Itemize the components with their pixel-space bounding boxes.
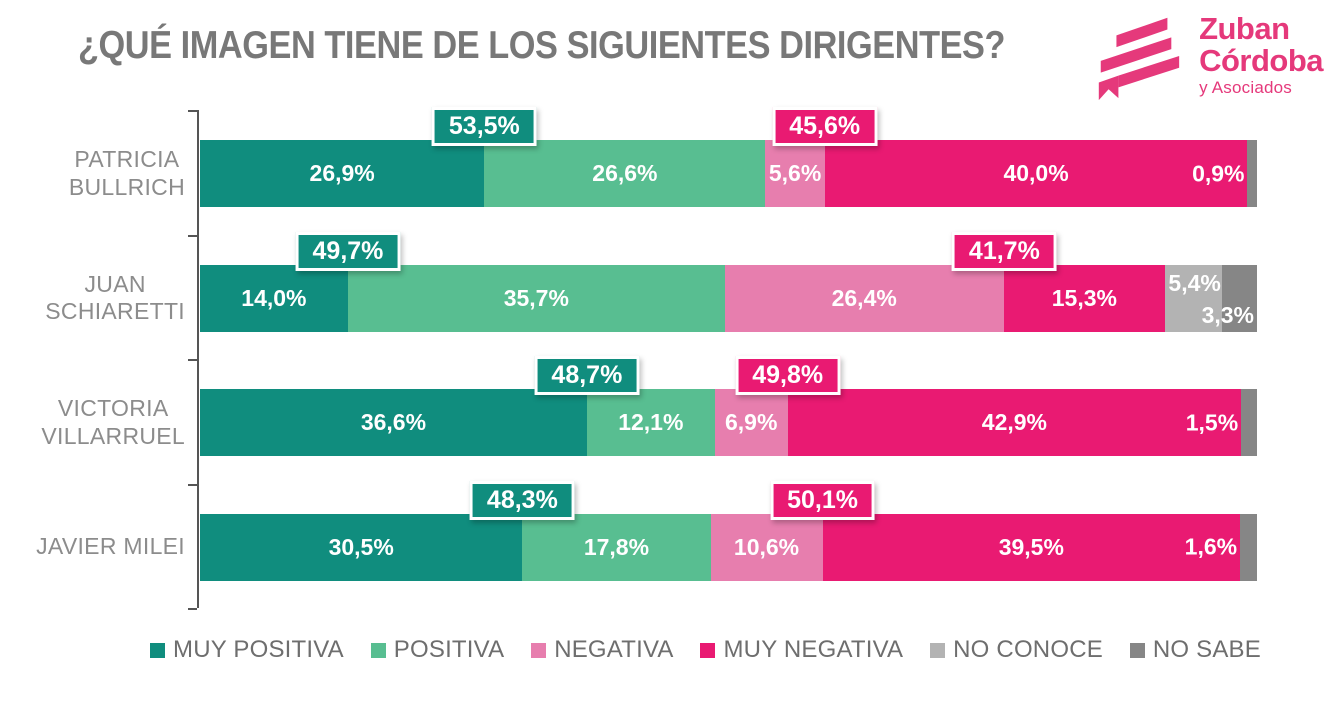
segment-muy-positiva: 26,9% [200, 140, 485, 207]
category-label-juan-schiaretti: JUAN SCHIARETTI [45, 270, 185, 324]
negative-sum-callout: 45,6% [772, 107, 878, 146]
negative-sum-callout: 49,8% [735, 356, 841, 395]
segment-negativa: 5,6% [765, 140, 825, 207]
segment-value-label: 17,8% [583, 533, 650, 560]
positive-sum-callout: 49,7% [295, 231, 401, 271]
zuban-cordoba-logo: Zuban Córdoba y Asociados [1087, 6, 1323, 104]
segment-value-label: 0,9% [1192, 160, 1245, 186]
legend-label: NO CONOCE [953, 636, 1103, 663]
segment-negativa: 26,4% [724, 264, 1004, 332]
negative-sum-callout: 50,1% [770, 480, 876, 520]
y-axis-line [197, 110, 199, 608]
legend-item-positiva: POSITIVA [370, 636, 505, 664]
axis-tick [188, 359, 197, 361]
category-label-victoria-villarruel: VICTORIA VILLARRUEL [41, 395, 185, 449]
legend-swatch-icon [150, 642, 165, 658]
segment-value-label: 6,9% [724, 409, 778, 435]
bar-row-victoria-villarruel: 36,6% 12,1% 6,9% 42,9% 1,5% [200, 389, 1257, 456]
axis-tick [188, 234, 197, 237]
segment-value-label: 36,6% [360, 409, 427, 435]
positive-sum-callout: 53,5% [431, 107, 537, 146]
segment-value-label: 5,4% [1168, 269, 1221, 296]
legend-label: NEGATIVA [554, 636, 674, 663]
legend-item-muy-positiva: MUY POSITIVA [150, 636, 344, 664]
logo-word-zuban: Zuban [1199, 11, 1290, 47]
axis-tick [188, 110, 197, 112]
segment-positiva: 35,7% [347, 264, 725, 332]
segment-value-label: 35,7% [503, 284, 569, 311]
segment-no-conoce [1165, 264, 1223, 332]
legend-item-muy-negativa: MUY NEGATIVA [700, 636, 903, 664]
logo-word-cordoba: Córdoba [1199, 42, 1323, 78]
segment-value-label: 40,0% [1003, 160, 1069, 186]
segment-no-sabe [1241, 389, 1257, 456]
segment-value-label: 3,3% [1201, 301, 1254, 328]
segment-muy-negativa: 39,5% [822, 513, 1241, 581]
legend-item-no-sabe: NO SABE [1129, 636, 1261, 664]
segment-muy-negativa: 15,3% [1003, 264, 1166, 332]
segment-muy-negativa: 42,9% [787, 389, 1242, 456]
segment-value-label: 42,9% [981, 409, 1047, 435]
axis-tick [188, 608, 197, 610]
segment-no-sabe [1247, 140, 1257, 207]
legend-label: MUY NEGATIVA [723, 636, 904, 663]
logo-word-asociados: y Asociados [1199, 78, 1292, 98]
chart-area: PATRICIA BULLRICH 26,9% 26,6% 5,6% 40,0% 0,9% 5… [0, 107, 1341, 610]
logo-text: Zuban Córdoba y Asociados [1199, 13, 1323, 97]
segment-muy-negativa: 40,0% [824, 140, 1248, 207]
bar-row-patricia-bullrich: 26,9% 26,6% 5,6% 40,0% 0,9% [200, 140, 1257, 207]
segment-value-label: 26,6% [592, 160, 658, 186]
segment-value-label: 15,3% [1051, 284, 1117, 311]
legend-label: POSITIVA [393, 636, 505, 663]
segment-positiva: 26,6% [484, 140, 766, 207]
segment-muy-positiva: 14,0% [200, 264, 348, 332]
logo-mark-icon [1098, 17, 1180, 101]
segment-value-label: 12,1% [618, 409, 684, 435]
category-label-patricia-bullrich: PATRICIA BULLRICH [68, 146, 185, 200]
segment-negativa: 6,9% [714, 389, 788, 456]
legend-swatch-icon [930, 642, 946, 658]
positive-sum-callout: 48,3% [469, 480, 575, 520]
bar-row-juan-schiaretti: 14,0% 35,7% 26,4% 15,3% 5,4% 3,3% [200, 264, 1257, 332]
segment-value-label: 26,4% [831, 284, 897, 311]
legend: MUY POSITIVA POSITIVA NEGATIVA MUY NEGATIVA… [150, 636, 1261, 664]
segment-value-label: 39,5% [998, 533, 1064, 560]
legend-label: NO SABE [1152, 636, 1261, 663]
segment-no-sabe [1222, 264, 1257, 332]
segment-value-label: 1,5% [1185, 409, 1239, 435]
segment-value-label: 1,6% [1184, 533, 1238, 560]
page-title: ¿QUÉ IMAGEN TIENE DE LOS SIGUIENTES DIRI… [78, 24, 1131, 68]
segment-no-sabe [1240, 513, 1257, 581]
category-label-javier-milei: JAVIER MILEI [36, 533, 185, 560]
legend-swatch-icon [531, 642, 547, 658]
axis-tick [188, 483, 197, 486]
segment-muy-positiva: 36,6% [200, 389, 587, 456]
segment-muy-positiva: 30,5% [200, 513, 523, 581]
legend-swatch-icon [370, 642, 386, 658]
segment-value-label: 5,6% [768, 160, 822, 186]
segment-value-label: 10,6% [733, 533, 800, 560]
legend-item-no-conoce: NO CONOCE [930, 636, 1103, 664]
segment-negativa: 10,6% [710, 513, 823, 581]
page-title-text: ¿QUÉ IMAGEN TIENE DE LOS SIGUIENTES DIRI… [78, 24, 1006, 67]
bar-row-javier-milei: 30,5% 17,8% 10,6% 39,5% 1,6% [200, 513, 1257, 581]
legend-item-negativa: NEGATIVA [531, 636, 673, 664]
segment-positiva: 17,8% [522, 513, 711, 581]
segment-positiva: 12,1% [586, 389, 715, 456]
positive-sum-callout: 48,7% [534, 356, 640, 395]
legend-swatch-icon [700, 642, 716, 658]
legend-swatch-icon [1129, 642, 1145, 658]
segment-value-label: 26,9% [309, 160, 375, 186]
legend-label: MUY POSITIVA [173, 636, 344, 663]
negative-sum-callout: 41,7% [951, 231, 1057, 271]
segment-value-label: 30,5% [328, 533, 394, 560]
segment-value-label: 14,0% [241, 284, 307, 311]
